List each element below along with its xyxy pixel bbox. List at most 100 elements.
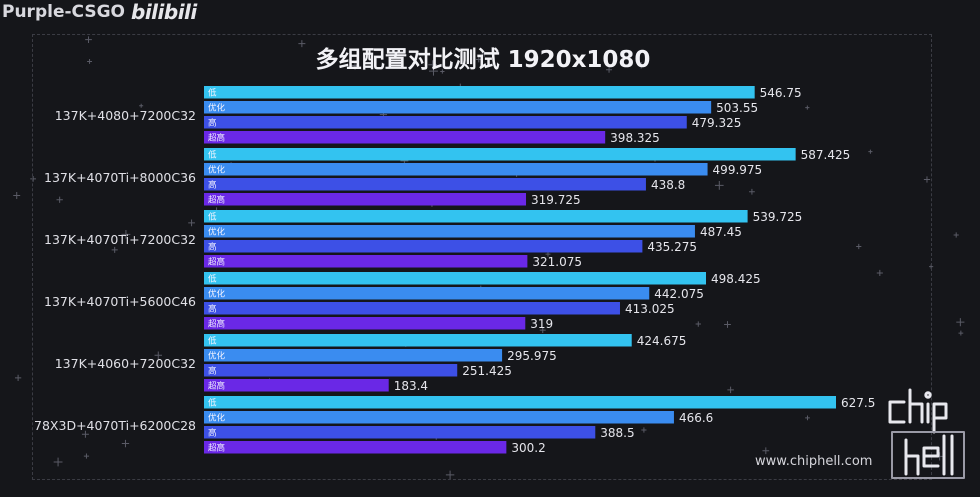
chart-frame [32, 34, 932, 480]
star-decoration [856, 243, 862, 250]
star-decoration [475, 56, 482, 63]
star-decoration [876, 269, 883, 276]
bar-series-label: 高 [208, 180, 217, 191]
bar-3 [204, 379, 389, 392]
bar-series-label: 高 [208, 242, 217, 253]
star-decoration [714, 181, 724, 190]
bar-value-label: 499.975 [713, 163, 763, 177]
star-decoration [727, 386, 734, 394]
star-decoration [749, 188, 755, 195]
bar-3 [204, 317, 526, 330]
bar-2 [204, 302, 620, 315]
category-label: 137K+4060+7200C32 [55, 356, 196, 371]
bar-value-label: 321.075 [532, 255, 582, 269]
bar-0 [204, 272, 706, 285]
platform-logo: bilibili [131, 0, 197, 24]
bar-value-label: 627.5 [841, 396, 875, 410]
bar-3 [204, 441, 507, 454]
star-decoration [695, 321, 701, 327]
star-decoration [637, 61, 645, 69]
bar-2 [204, 178, 646, 191]
bar-value-label: 442.075 [654, 287, 704, 301]
bar-3 [204, 255, 528, 268]
star-decoration [188, 219, 195, 227]
bar-value-label: 251.425 [462, 364, 512, 378]
star-decoration [53, 457, 63, 467]
star-decoration [111, 246, 118, 253]
star-decoration [83, 453, 90, 459]
star-decoration [81, 430, 89, 438]
bar-3 [204, 131, 606, 144]
bar-series-label: 低 [208, 88, 217, 99]
bar-value-label: 498.425 [711, 272, 761, 286]
channel-name: Purple-CSGO [2, 2, 125, 22]
star-decoration [429, 66, 438, 76]
star-decoration [868, 149, 873, 154]
star-decoration [14, 374, 22, 382]
bar-series-label: 低 [208, 274, 217, 285]
category-label: 137K+4080+7200C32 [55, 108, 196, 123]
star-decoration [121, 229, 131, 239]
star-decoration [121, 439, 130, 448]
bar-0 [204, 210, 748, 223]
bar-value-label: 539.725 [753, 210, 803, 224]
star-decoration [481, 51, 487, 57]
star-decoration [85, 36, 92, 44]
star-decoration [139, 103, 144, 108]
chart-title: 多组配置对比测试 1920x1080 [315, 47, 651, 73]
bar-value-label: 295.975 [507, 349, 557, 363]
bar-1 [204, 163, 708, 176]
star-decoration [762, 447, 770, 455]
bar-series-label: 优化 [208, 165, 226, 176]
star-decoration [956, 318, 965, 327]
star-decoration [805, 415, 810, 421]
bar-value-label: 424.675 [637, 334, 687, 348]
bar-series-label: 低 [208, 336, 217, 347]
category-label: 78X3D+4070Ti+6200C28 [34, 418, 196, 433]
bar-value-label: 587.425 [801, 148, 851, 162]
bar-series-label: 超高 [208, 443, 225, 454]
bar-value-label: 300.2 [511, 441, 545, 455]
category-label: 137K+4070Ti+8000C36 [44, 170, 196, 185]
chiphell-logo [888, 388, 965, 479]
star-decoration [805, 105, 810, 110]
bar-series-label: 高 [208, 304, 217, 315]
star-decoration [87, 58, 93, 64]
bar-1 [204, 101, 712, 114]
bar-0 [204, 86, 755, 99]
bar-series-label: 超高 [208, 257, 225, 268]
bar-value-label: 466.6 [679, 411, 713, 425]
bar-1 [204, 287, 650, 300]
bar-value-label: 546.75 [760, 86, 802, 100]
bar-value-label: 438.8 [651, 178, 685, 192]
bar-series-label: 低 [208, 398, 217, 409]
star-decoration [13, 192, 21, 199]
bar-series-label: 超高 [208, 319, 225, 330]
star-decoration [350, 61, 360, 70]
bar-0 [204, 148, 796, 161]
bar-series-label: 低 [208, 212, 217, 223]
bar-series-label: 优化 [208, 289, 226, 300]
bar-series-label: 优化 [208, 227, 226, 238]
star-decoration [298, 40, 306, 48]
bar-1 [204, 349, 503, 362]
star-decoration [545, 251, 551, 257]
star-decoration [428, 60, 438, 70]
star-decoration [724, 321, 731, 328]
star-decoration [30, 175, 37, 182]
bar-value-label: 319 [530, 317, 553, 331]
bar-0 [204, 334, 632, 347]
bar-1 [204, 225, 695, 238]
star-decoration [641, 427, 647, 433]
bar-value-label: 183.4 [394, 379, 428, 393]
site-watermark: www.chiphell.com [755, 454, 873, 469]
star-decoration [606, 66, 613, 73]
bar-series-label: 优化 [208, 103, 226, 114]
bar-series-label: 超高 [208, 195, 225, 206]
bar-value-label: 479.325 [692, 116, 742, 130]
star-decoration [958, 330, 964, 336]
bar-3 [204, 193, 527, 206]
bar-value-label: 503.55 [716, 101, 758, 115]
star-decoration [56, 196, 63, 203]
